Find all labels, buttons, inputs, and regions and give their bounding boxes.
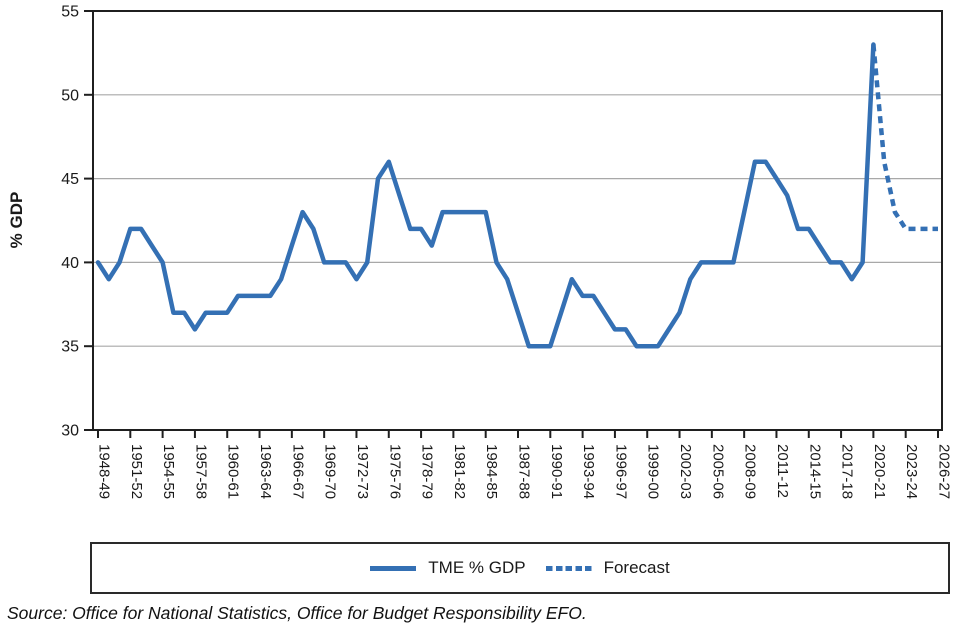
svg-text:1960-61: 1960-61 (225, 444, 242, 499)
legend-item-tme: TME % GDP (370, 558, 526, 578)
svg-text:1957-58: 1957-58 (192, 444, 209, 499)
svg-text:1993-94: 1993-94 (580, 444, 597, 499)
svg-text:35: 35 (61, 339, 79, 356)
svg-text:1948-49: 1948-49 (96, 444, 113, 499)
legend-label-forecast: Forecast (603, 558, 670, 577)
source-caption: Source: Office for National Statistics, … (7, 603, 587, 623)
svg-text:1990-91: 1990-91 (548, 444, 565, 499)
x-axis-tick-labels: 1948-49 1951-52 1954-55 1957-58 1960-61 1963-… (96, 444, 953, 499)
tme-gdp-line-chart: 30 35 40 45 50 55 1948-49 1951-52 1954-55 1957-5… (7, 4, 953, 500)
svg-text:1978-79: 1978-79 (419, 444, 436, 499)
svg-text:2017-18: 2017-18 (839, 444, 856, 499)
svg-text:2026-27: 2026-27 (936, 444, 953, 499)
gridlines (93, 94, 942, 347)
svg-text:1987-88: 1987-88 (516, 444, 533, 499)
legend-item-forecast: Forecast (545, 558, 670, 578)
legend-label-tme: TME % GDP (428, 558, 526, 577)
svg-text:1984-85: 1984-85 (483, 444, 500, 499)
svg-text:1981-82: 1981-82 (451, 444, 468, 499)
svg-text:55: 55 (61, 4, 79, 21)
svg-text:2002-03: 2002-03 (677, 444, 694, 499)
svg-text:40: 40 (61, 255, 79, 272)
plot-border (92, 10, 943, 431)
svg-text:1969-70: 1969-70 (322, 444, 339, 499)
dashed-line-swatch (545, 565, 592, 571)
svg-text:2023-24: 2023-24 (903, 444, 920, 499)
svg-text:30: 30 (61, 423, 79, 440)
svg-text:1951-52: 1951-52 (128, 444, 145, 499)
y-axis-title: % GDP (7, 192, 26, 249)
svg-text:1966-67: 1966-67 (289, 444, 306, 499)
data-series (95, 42, 938, 349)
y-axis-tick-labels: 30 35 40 45 50 55 (61, 4, 79, 440)
svg-text:2011-12: 2011-12 (774, 444, 791, 498)
svg-text:2020-21: 2020-21 (871, 444, 888, 499)
svg-text:45: 45 (61, 171, 79, 188)
svg-text:1954-55: 1954-55 (160, 444, 177, 499)
legend-box: TME % GDP Forecast (90, 542, 950, 594)
solid-line-swatch (370, 565, 417, 571)
svg-text:2008-09: 2008-09 (742, 444, 759, 499)
svg-text:1975-76: 1975-76 (386, 444, 403, 499)
svg-text:2014-15: 2014-15 (806, 444, 823, 499)
svg-text:1963-64: 1963-64 (257, 444, 274, 499)
svg-text:1999-00: 1999-00 (645, 444, 662, 499)
svg-text:1996-97: 1996-97 (612, 444, 629, 499)
axis-ticks (84, 10, 939, 438)
svg-text:50: 50 (61, 87, 79, 104)
svg-text:1972-73: 1972-73 (354, 444, 371, 499)
svg-text:2005-06: 2005-06 (709, 444, 726, 499)
